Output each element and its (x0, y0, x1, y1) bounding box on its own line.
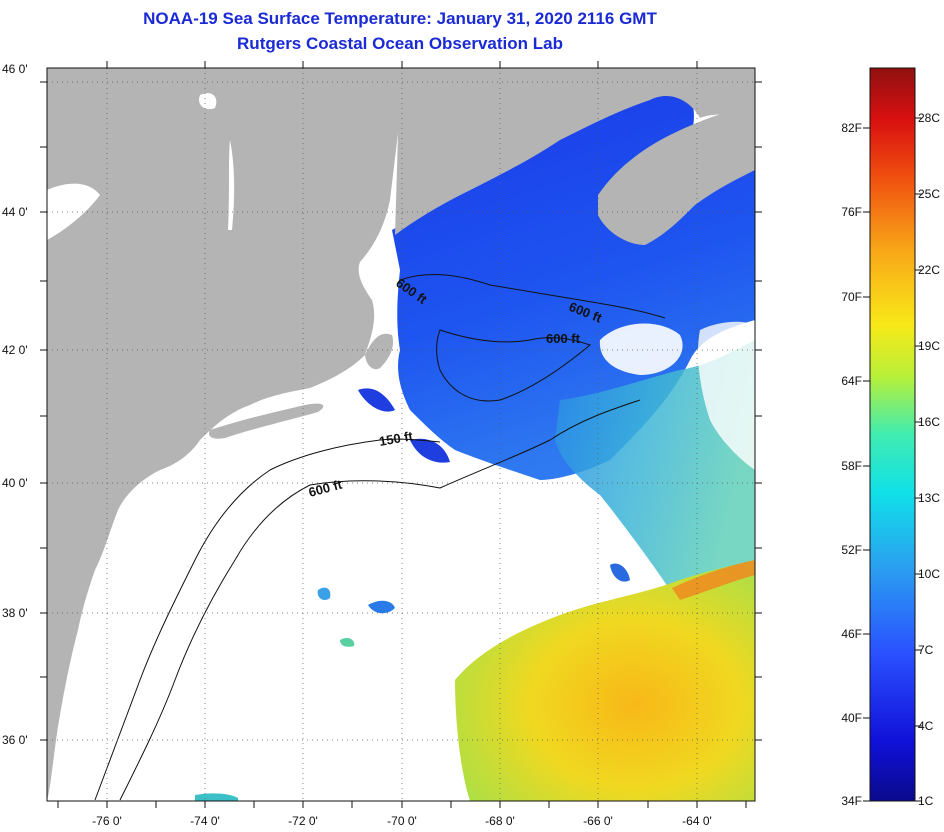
map-subtitle: Rutgers Coastal Ocean Observation Lab (237, 34, 563, 53)
lat-label-44: 44 0' (2, 205, 28, 219)
colorbar-f-34: 34F (841, 794, 862, 808)
lake-ontario-edge (47, 183, 100, 240)
sst-patch-green (340, 637, 355, 647)
land-long-island (209, 403, 324, 439)
land-us-east-coast (47, 68, 408, 801)
colorbar-c-10: 10C (918, 567, 940, 581)
land-new-england-north (395, 68, 755, 235)
sst-patch-blue-2 (317, 587, 331, 601)
lon-label-72: -72 0' (288, 814, 318, 828)
colorbar-c-13: 13C (918, 491, 940, 505)
land-nova-scotia (598, 105, 755, 245)
colorbar-c-25: 25C (918, 187, 940, 201)
colorbar-f-70: 70F (841, 290, 862, 304)
lat-label-42: 42 0' (2, 343, 28, 357)
contour-label-georges: 600 ft (546, 331, 581, 346)
lat-label-36: 36 0' (2, 733, 28, 747)
lat-label-40: 40 0' (2, 476, 28, 490)
sst-patch-blue-1 (368, 600, 395, 614)
gulf-stream-orange-band (672, 560, 755, 600)
lon-label-64: -64 0' (682, 814, 712, 828)
lon-label-74: -74 0' (190, 814, 220, 828)
gulf-stream-warm-water (455, 560, 755, 801)
colorbar-f-40: 40F (841, 711, 862, 725)
sst-patch-teal (195, 793, 238, 801)
lat-label-38: 38 0' (2, 606, 28, 620)
colorbar (869, 67, 916, 802)
lon-label-70: -70 0' (387, 814, 417, 828)
colorbar-f-76: 76F (841, 205, 862, 219)
lon-label-68: -68 0' (485, 814, 515, 828)
colorbar-f-46: 46F (841, 627, 862, 641)
bathymetry-contours (94, 274, 666, 801)
colorbar-c-1: 1C (918, 794, 934, 808)
cloud-patch-east (698, 321, 755, 470)
cloud-patch-georges (599, 323, 683, 375)
contour-150ft-shelf (94, 438, 441, 801)
contour-600ft-shelf (119, 399, 641, 801)
land-cape-cod (365, 333, 394, 370)
colorbar-c-16: 16C (918, 415, 940, 429)
axis-ticks (40, 61, 762, 808)
map-panel (47, 68, 755, 801)
chesapeake-bay (81, 600, 97, 725)
sst-patch-blue-3 (610, 563, 630, 582)
colorbar-c-28: 28C (918, 111, 940, 125)
map-title: NOAA-19 Sea Surface Temperature: January… (143, 9, 657, 28)
contour-gulf-of-maine (399, 274, 666, 319)
colorbar-c-19: 19C (918, 339, 940, 353)
lat-label-46: 46 0' (2, 62, 28, 76)
colorbar-f-82: 82F (841, 121, 862, 135)
colorbar-f-52: 52F (841, 543, 862, 557)
colorbar-f-64: 64F (841, 374, 862, 388)
sst-patch-cold-south (410, 438, 450, 463)
contour-label-150ft: 150 ft (378, 428, 415, 449)
delaware-bay (119, 510, 132, 548)
sst-patch-cold-nantucket (358, 388, 395, 412)
colorbar-ticks (863, 117, 922, 802)
lon-label-76: -76 0' (92, 814, 122, 828)
lake-north (199, 93, 217, 110)
colorbar-c-7: 7C (918, 643, 934, 657)
colorbar-f-58: 58F (841, 459, 862, 473)
contour-georges-bank (436, 329, 591, 402)
colorbar-c-22: 22C (918, 263, 940, 277)
lake-champlain (228, 140, 235, 230)
lon-label-66: -66 0' (583, 814, 613, 828)
map-frame (46, 67, 756, 802)
colorbar-c-4: 4C (918, 719, 934, 733)
